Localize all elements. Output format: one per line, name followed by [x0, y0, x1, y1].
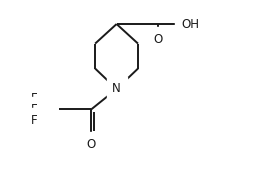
Text: F: F	[31, 92, 38, 105]
Text: N: N	[112, 82, 121, 96]
Text: O: O	[87, 138, 96, 151]
Text: F: F	[31, 103, 38, 116]
Text: OH: OH	[181, 17, 199, 31]
Text: F: F	[31, 114, 38, 127]
Text: O: O	[154, 33, 163, 46]
